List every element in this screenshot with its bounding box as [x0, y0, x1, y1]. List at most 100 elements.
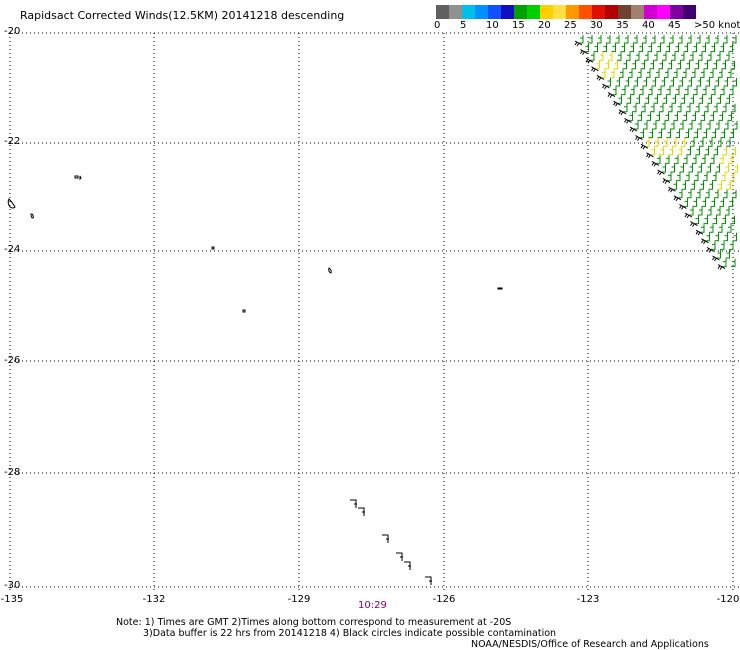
- wind-barb: [612, 86, 617, 96]
- wind-barb: [674, 155, 679, 164]
- wind-barb: [640, 143, 649, 150]
- wind-barb: [673, 69, 678, 78]
- wind-barb: [657, 129, 662, 139]
- wind-barb: [732, 35, 737, 44]
- wind-barb: [695, 103, 700, 113]
- note-line-2: 3)Data buffer is 22 hrs from 20141218 4)…: [143, 628, 557, 639]
- wind-barb: [662, 178, 671, 184]
- wind-barb: [638, 43, 643, 53]
- wind-barb: [604, 60, 609, 70]
- wind-barb: [723, 78, 728, 87]
- wind-barb: [707, 95, 712, 104]
- legend-swatch: [449, 5, 462, 19]
- legend-swatch: [488, 5, 501, 19]
- wind-barb: [590, 52, 595, 61]
- wind-barb: [722, 146, 727, 156]
- wind-barb: [723, 35, 728, 44]
- legend-tick-label: 0: [434, 20, 441, 31]
- legend-swatch: [501, 5, 514, 19]
- wind-barb: [720, 86, 725, 96]
- wind-barb: [732, 189, 737, 199]
- wind-barb: [721, 172, 726, 182]
- wind-barb: [685, 172, 690, 182]
- wind-barb: [725, 250, 730, 259]
- lon-label: -126: [432, 594, 456, 605]
- wind-barb: [694, 215, 699, 225]
- wind-barb: [637, 112, 642, 121]
- lat-lon-grid: [9, 32, 740, 590]
- wind-barb: [703, 172, 708, 182]
- wind-barb: [646, 112, 651, 121]
- wind-barb: [711, 129, 716, 139]
- wind-barb: [591, 66, 599, 73]
- legend-swatch: [436, 5, 449, 19]
- wind-barb: [644, 52, 649, 61]
- wind-barb: [661, 121, 666, 130]
- wind-barb: [613, 60, 618, 70]
- wind-barb: [628, 69, 633, 78]
- wind-barb: [610, 69, 615, 78]
- wind-barb: [718, 224, 723, 233]
- wind-speed-color-legend: [436, 5, 696, 19]
- wind-barb: [683, 198, 688, 207]
- wind-barb: [719, 198, 724, 207]
- legend-swatch: [683, 5, 696, 19]
- wind-barbs: [350, 35, 738, 585]
- wind-barb: [596, 74, 605, 81]
- legend-swatch: [566, 5, 579, 19]
- wind-barb: [637, 69, 642, 78]
- wind-barb: [700, 69, 705, 78]
- wind-barb: [641, 103, 646, 113]
- legend-swatch: [605, 5, 618, 19]
- lat-label: -30: [4, 580, 21, 591]
- wind-barb: [688, 121, 693, 130]
- wind-barb: [674, 43, 679, 53]
- wind-barb: [687, 35, 692, 44]
- wind-barb: [678, 35, 683, 44]
- wind-barb: [729, 129, 734, 139]
- wind-barb: [722, 258, 727, 268]
- wind-barb: [716, 52, 721, 61]
- wind-barb: [685, 60, 690, 70]
- wind-barb: [687, 189, 692, 199]
- wind-barb: [669, 78, 674, 87]
- wind-barb: [679, 121, 684, 130]
- wind-barb: [706, 121, 711, 130]
- wind-barb: [724, 164, 729, 173]
- wind-barb: [651, 160, 660, 167]
- map-title: Rapidsact Corrected Winds(12.5KM) 201412…: [20, 9, 345, 22]
- wind-barb: [643, 121, 648, 130]
- wind-barb: [693, 86, 698, 96]
- wind-barb: [668, 146, 673, 156]
- wind-barb: [588, 35, 593, 44]
- legend-tick-label: >50 knots: [694, 20, 740, 31]
- wind-barb: [631, 60, 636, 70]
- wind-barb: [642, 35, 647, 44]
- wind-barb: [708, 138, 713, 147]
- wind-barb: [646, 152, 654, 159]
- wind-barb: [655, 112, 660, 121]
- wind-barb: [731, 258, 736, 268]
- wind-barb: [706, 164, 711, 173]
- wind-barb: [701, 43, 706, 53]
- wind-barb: [680, 52, 685, 61]
- wind-barb: [731, 103, 736, 113]
- wind-barb: [606, 78, 611, 87]
- legend-swatch: [527, 5, 540, 19]
- wind-barb: [697, 164, 702, 173]
- wind-barb: [733, 121, 738, 130]
- wind-barb: [675, 86, 680, 96]
- wind-barb: [711, 86, 716, 96]
- legend-tick-label: 5: [460, 20, 467, 31]
- wind-barb: [628, 112, 633, 121]
- wind-barb: [668, 186, 676, 193]
- wind-barb: [599, 52, 604, 61]
- wind-barb: [714, 232, 719, 242]
- wind-barb: [661, 164, 666, 173]
- wind-barb: [682, 69, 687, 78]
- wind-barb: [688, 164, 693, 173]
- wind-barb: [633, 35, 638, 44]
- wind-barb: [728, 198, 733, 207]
- wind-barb: [662, 52, 667, 61]
